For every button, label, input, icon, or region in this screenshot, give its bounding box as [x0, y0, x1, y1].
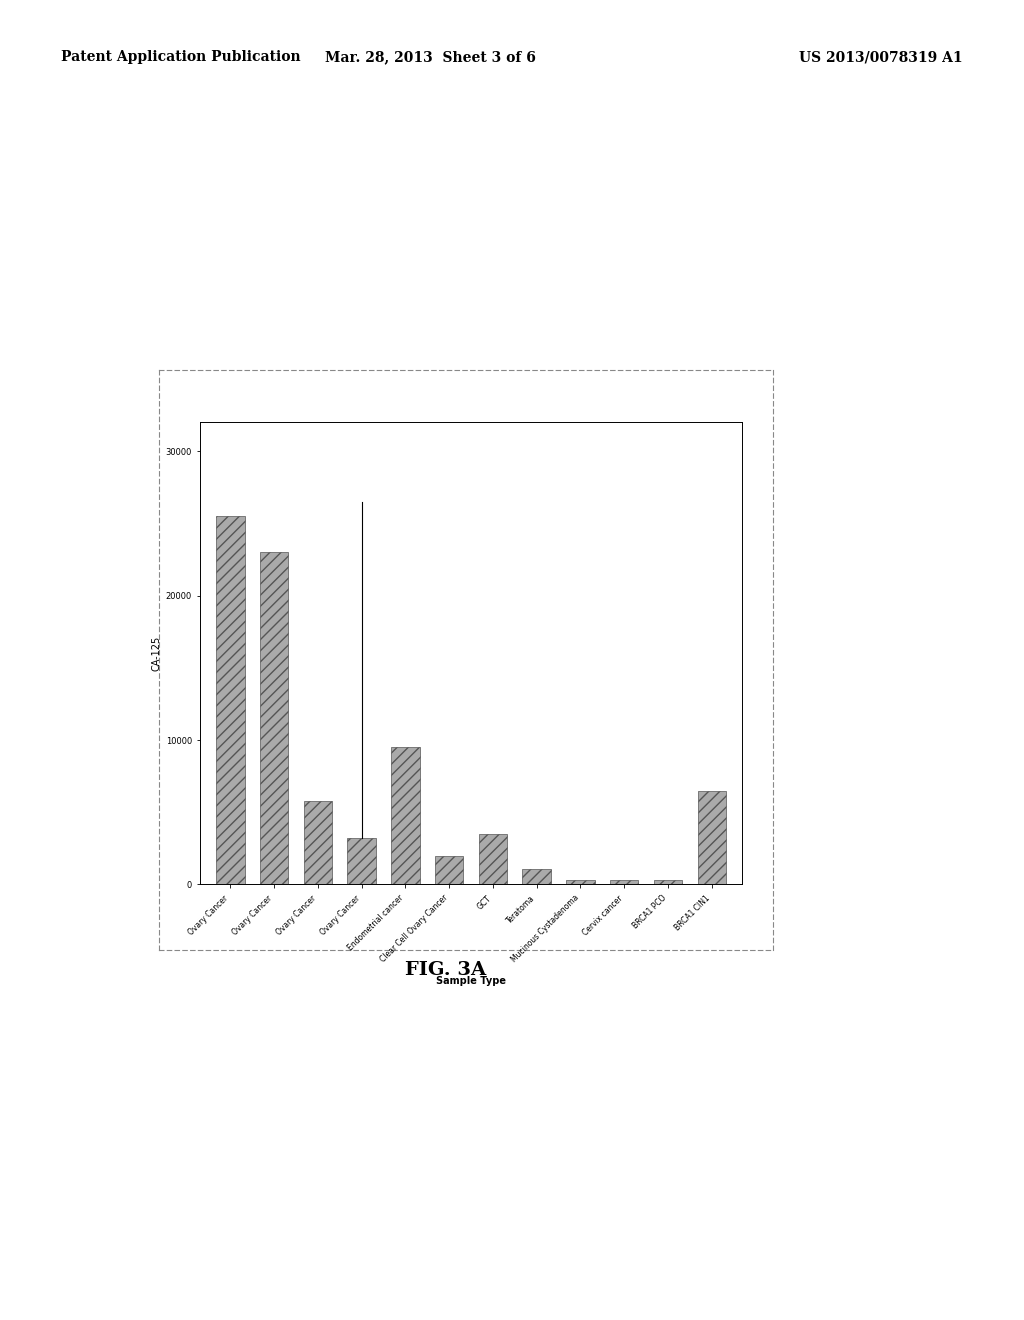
Bar [216, 516, 245, 884]
Bar [522, 869, 551, 884]
Bar [304, 801, 332, 884]
Bar [653, 880, 682, 884]
Bar [391, 747, 420, 884]
Text: US 2013/0078319 A1: US 2013/0078319 A1 [799, 50, 963, 65]
Bar [697, 791, 726, 884]
Text: Patent Application Publication: Patent Application Publication [61, 50, 301, 65]
Bar [610, 880, 638, 884]
Y-axis label: CA-125: CA-125 [152, 636, 162, 671]
Text: FIG. 3A: FIG. 3A [404, 961, 486, 979]
Bar [260, 552, 289, 884]
Bar [478, 834, 507, 884]
Bar [566, 880, 595, 884]
Text: Mar. 28, 2013  Sheet 3 of 6: Mar. 28, 2013 Sheet 3 of 6 [325, 50, 536, 65]
Bar [435, 855, 464, 884]
X-axis label: Sample Type: Sample Type [436, 975, 506, 986]
Bar [347, 838, 376, 884]
